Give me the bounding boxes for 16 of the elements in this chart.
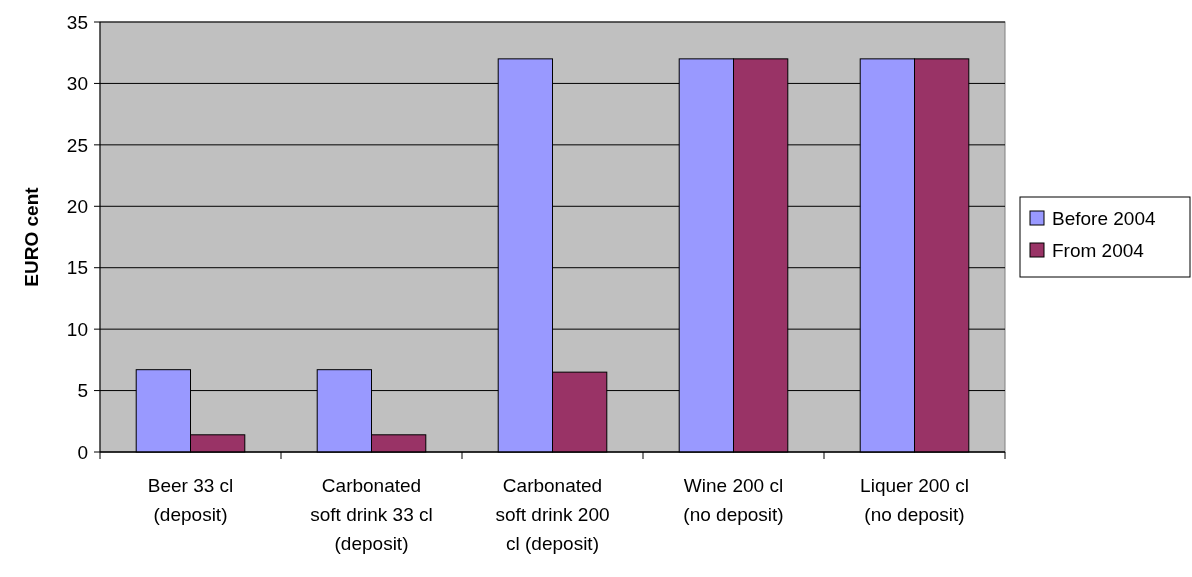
y-tick-label: 30 bbox=[66, 73, 88, 95]
x-tick-label: Carbonated soft drink 33 cl (deposit) bbox=[310, 475, 433, 554]
y-axis-title: EURO cent bbox=[21, 186, 42, 287]
y-tick-label: 35 bbox=[66, 11, 88, 33]
y-tick-label: 15 bbox=[66, 257, 88, 279]
x-tick-label: Wine 200 cl (no deposit) bbox=[683, 475, 784, 525]
x-tick-label: Beer 33 cl (deposit) bbox=[147, 475, 234, 525]
y-tick-label: 0 bbox=[77, 441, 88, 463]
y-tick-label: 20 bbox=[66, 195, 88, 217]
y-tick-label: 25 bbox=[66, 134, 88, 156]
x-tick-label: Liquer 200 cl (no deposit) bbox=[860, 475, 969, 525]
y-tick-label: 5 bbox=[77, 380, 88, 402]
legend-label: From 2004 bbox=[1052, 239, 1145, 261]
x-tick-label: Carbonated soft drink 200 cl (deposit) bbox=[495, 475, 610, 554]
y-tick-label: 10 bbox=[66, 318, 88, 340]
legend-label: Before 2004 bbox=[1052, 207, 1156, 229]
